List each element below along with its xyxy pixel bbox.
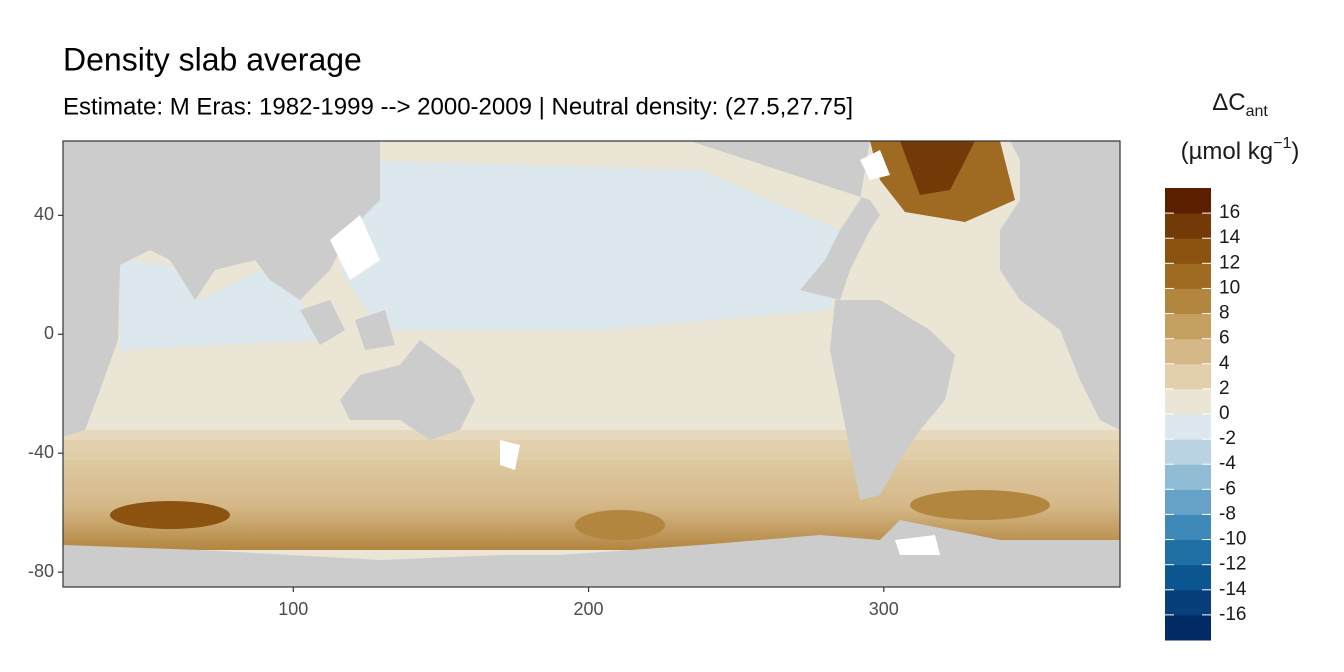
ocean-field [910, 490, 1050, 520]
legend-unit-main: (µmol kg [1181, 138, 1274, 165]
legend-tick-label: 6 [1219, 328, 1230, 349]
y-tick-label: 40 [34, 204, 54, 224]
legend-tick-label: 2 [1219, 378, 1230, 399]
legend-tick-label: 4 [1219, 353, 1230, 374]
legend-tick-label: -8 [1219, 503, 1236, 524]
legend-title-main: ΔC [1212, 89, 1245, 116]
land-mass [1000, 141, 1120, 430]
land-mass [340, 340, 475, 440]
legend-swatch [1165, 589, 1211, 616]
land-mass [63, 141, 380, 437]
legend-tick-label: -2 [1219, 428, 1236, 449]
legend-unit-close: ) [1291, 138, 1299, 165]
y-tick-label: -80 [28, 561, 54, 581]
legend-tick-label: 0 [1219, 403, 1230, 424]
legend-swatch [1165, 489, 1211, 515]
legend-swatch [1165, 614, 1211, 641]
legend-tick-label: -10 [1219, 529, 1246, 550]
ocean-field [575, 510, 665, 540]
legend-tick-label: 8 [1219, 303, 1230, 324]
land-mass [300, 300, 345, 345]
legend-swatch [1165, 338, 1211, 365]
no-data [330, 150, 940, 555]
legend-tick-label: -14 [1219, 579, 1247, 600]
legend-tick-label: 14 [1219, 227, 1241, 248]
legend-swatch [1165, 363, 1211, 390]
panel-border [62, 140, 1121, 588]
legend-swatch [1165, 439, 1211, 465]
legend-swatch [1165, 464, 1211, 490]
legend-swatch [1165, 514, 1211, 541]
ocean-field [63, 430, 1120, 460]
chart-subtitle: Estimate: M Eras: 1982-1999 --> 2000-200… [63, 93, 853, 120]
legend-tick-label: 16 [1219, 202, 1240, 223]
legend-swatch [1165, 414, 1211, 440]
legend-unit-superscript: −1 [1273, 135, 1291, 152]
ocean-field [900, 141, 975, 195]
legend-swatch [1165, 313, 1211, 340]
land-mass [63, 520, 1120, 587]
legend-tick-label: 12 [1219, 252, 1240, 273]
legend-swatch [1165, 388, 1211, 415]
legend-swatch [1165, 288, 1211, 315]
legend-swatch [1165, 539, 1211, 566]
land-mass [690, 141, 880, 300]
legend-tick-label: -12 [1219, 554, 1246, 575]
map-panel [63, 141, 1120, 587]
y-tick-label: 0 [44, 323, 54, 343]
legend-tick-label: -6 [1219, 478, 1236, 499]
no-data-patch [330, 215, 380, 280]
x-tick-label: 200 [574, 599, 604, 619]
ocean-field [120, 260, 320, 350]
legend-swatch [1165, 263, 1211, 289]
x-tick-label: 300 [869, 599, 899, 619]
chart-title: Density slab average [63, 41, 362, 77]
legend-title-subscript: ant [1246, 103, 1269, 120]
legend-title: ΔCant [1212, 89, 1268, 120]
y-tick-label: -40 [28, 442, 54, 462]
legend-tick-label: 10 [1219, 277, 1240, 298]
legend-tick-label: -16 [1219, 604, 1246, 625]
land [63, 141, 1120, 587]
legend-unit: (µmol kg−1) [1181, 135, 1300, 165]
legend-swatch [1165, 213, 1211, 239]
legend-swatch [1165, 564, 1211, 591]
no-data-patch [895, 535, 940, 555]
x-tick-label: 100 [278, 599, 308, 619]
ocean-field [340, 160, 840, 330]
ocean-field [110, 501, 230, 529]
land-mass [355, 310, 395, 350]
legend-swatch [1165, 188, 1211, 214]
no-data-patch [500, 440, 520, 470]
legend-tick-label: -4 [1219, 453, 1236, 474]
legend-swatch [1165, 238, 1211, 264]
land-mass [830, 300, 955, 500]
no-data-patch [860, 150, 890, 180]
